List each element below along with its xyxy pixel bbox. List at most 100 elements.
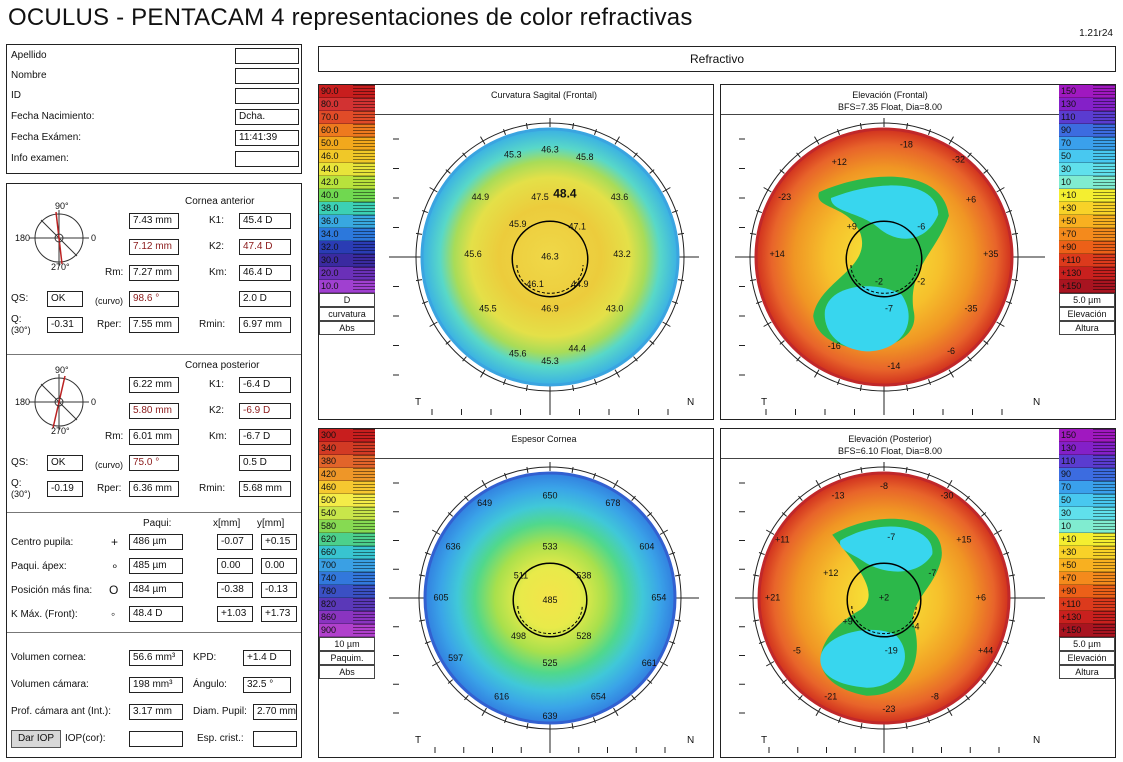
prof-camara-field: 3.17 mm <box>129 704 183 720</box>
pupil-circle <box>512 562 588 638</box>
degree-tick <box>926 717 930 724</box>
scale-step: 860 <box>319 611 375 624</box>
map-panel-elevacion-posterior[interactable]: 150 130 110 90 70 50 30 10 +10 +30 +50 +70 +90 +110 +1… <box>720 428 1116 758</box>
scale-step: 20.0 <box>319 267 375 280</box>
vol-camara-label: Volumen cámara: <box>11 679 89 690</box>
scale-step-label: 50.0 <box>321 138 339 148</box>
map-value-label: 511 <box>514 571 528 581</box>
scale-step-label: +10 <box>1061 534 1077 544</box>
scale-step: +150 <box>1059 624 1115 637</box>
map-panel-elevacion-frontal[interactable]: 150 130 110 90 70 50 30 10 +10 +30 +50 +70 +90 +110 +1… <box>720 84 1116 420</box>
degree-tick <box>967 356 972 362</box>
scale-step: 90.0 <box>319 85 375 98</box>
pachy-row-label: Centro pupila: <box>11 537 74 548</box>
anterior-qs-label: QS: <box>11 293 29 304</box>
scale-step: 44.0 <box>319 163 375 176</box>
map-value-label: +6 <box>966 194 976 204</box>
scale-step-label: 900 <box>321 625 337 635</box>
compass-180-label: 180 <box>15 233 30 243</box>
scale-step: 620 <box>319 533 375 546</box>
map-value-label: -6 <box>917 222 925 232</box>
degree-tick <box>996 187 1005 193</box>
scale-step: +130 <box>1059 267 1115 280</box>
id-field[interactable] <box>235 88 299 104</box>
map-value-label: 45.5 <box>479 304 497 314</box>
degree-tick <box>983 340 989 345</box>
scale-unit-label: 5.0 µm <box>1059 637 1115 651</box>
scale-step-label: 70.0 <box>321 112 339 122</box>
anterior-rmin-label: Rmin: <box>199 319 226 330</box>
map-title: Elevación (Frontal) BFS=7.35 Float, Dia=8… <box>721 85 1059 115</box>
version-label: 1.21r24 <box>1079 28 1113 39</box>
cornea-anterior-title: Cornea anterior <box>185 196 255 207</box>
scale-step: 50.0 <box>319 137 375 150</box>
posterior-qs-label: QS: <box>11 457 29 468</box>
scale-step-label: +130 <box>1061 612 1082 622</box>
info-examen-field[interactable] <box>235 151 299 167</box>
map-value-label: 44.4 <box>569 343 587 353</box>
color-scale-legend: 90.0 80.0 70.0 60.0 50.0 46.0 44.0 42.0 40.0 38.0… <box>319 85 375 335</box>
exam-time-field[interactable]: 11:41:39 <box>235 130 299 146</box>
anterior-q30-label: (30°) <box>11 325 31 335</box>
pachy-value-field: 486 µm <box>129 534 183 550</box>
iop-input[interactable] <box>129 731 183 747</box>
topography-map: -8 -13 -30 +11 -7 +15 +12 -7 +21 +2 +6 +9 -4 -5 -19 +44… <box>735 462 1045 753</box>
col-paqui-header: Paqui: <box>143 518 172 529</box>
degree-tick <box>424 640 431 644</box>
esp-crist-label: Esp. crist.: <box>197 733 244 744</box>
esp-crist-input[interactable] <box>253 731 297 747</box>
scale-step-label: 700 <box>321 560 337 570</box>
map-title-text: Elevación (Posterior) <box>848 434 932 444</box>
posterior-r1-field: 6.22 mm <box>129 377 179 393</box>
map-value-label: 44.9 <box>571 279 589 289</box>
pupil-circle <box>845 220 923 298</box>
label-apellido: Apellido <box>11 50 47 61</box>
map-value-label: +11 <box>775 534 790 544</box>
degree-tick <box>906 384 909 392</box>
map-value-label: +6 <box>976 592 986 602</box>
degree-tick <box>429 187 438 193</box>
degree-tick <box>752 619 760 622</box>
map-value-label: -21 <box>824 692 837 702</box>
scale-step: 10 <box>1059 520 1115 533</box>
map-panel-espesor-cornea[interactable]: 300 340 380 420 460 500 540 580 620 660 700 740 780 8… <box>318 428 714 758</box>
label-info-examen: Info examen: <box>11 153 69 164</box>
scale-step-label: 580 <box>321 521 337 531</box>
compass-180-label: 180 <box>15 397 30 407</box>
scale-step: 80.0 <box>319 98 375 111</box>
map-value-label: -13 <box>831 491 844 501</box>
map-title-text: Curvatura Sagital (Frontal) <box>490 90 598 100</box>
degree-tick <box>646 512 653 517</box>
scale-step: 130 <box>1059 98 1115 111</box>
pachy-y-field: +1.73 <box>261 606 297 622</box>
dar-iop-button[interactable]: Dar IOP <box>11 730 61 748</box>
map-title-text: Espesor Cornea <box>511 434 577 444</box>
scale-step: 460 <box>319 481 375 494</box>
posterior-axis-field: 75.0 ° <box>129 455 179 471</box>
posterior-k1-label: K1: <box>209 379 225 390</box>
posterior-k2-label: K2: <box>209 405 225 416</box>
scale-step: +10 <box>1059 189 1115 202</box>
degree-tick <box>765 529 775 535</box>
scale-unit-label: Abs <box>319 321 375 335</box>
degree-tick <box>1008 619 1016 622</box>
pupil-edge-dashed <box>850 264 918 294</box>
degree-tick <box>669 552 676 556</box>
degree-tick <box>860 722 863 730</box>
degree-tick <box>480 136 486 145</box>
scale-step-label: 420 <box>321 469 337 479</box>
scale-step-label: 40.0 <box>321 190 339 200</box>
eye-field[interactable]: Dcha. <box>235 109 299 125</box>
scale-step: +30 <box>1059 202 1115 215</box>
map-value-label: 48.4 <box>553 186 577 200</box>
nasal-marker: N <box>687 397 694 408</box>
prof-camara-label: Prof. cámara ant (Int.): <box>11 706 112 717</box>
map-panel-curvatura-sagital[interactable]: 90.0 80.0 70.0 60.0 50.0 46.0 44.0 42.0 40.0 38.0… <box>318 84 714 420</box>
apellido-field[interactable] <box>235 48 299 64</box>
degree-tick <box>464 694 469 701</box>
pachy-x-field: +1.03 <box>217 606 253 622</box>
scale-step-label: 540 <box>321 508 337 518</box>
posterior-rm-label: Rm: <box>105 431 124 442</box>
nombre-field[interactable] <box>235 68 299 84</box>
map-value-label: -23 <box>778 192 791 202</box>
